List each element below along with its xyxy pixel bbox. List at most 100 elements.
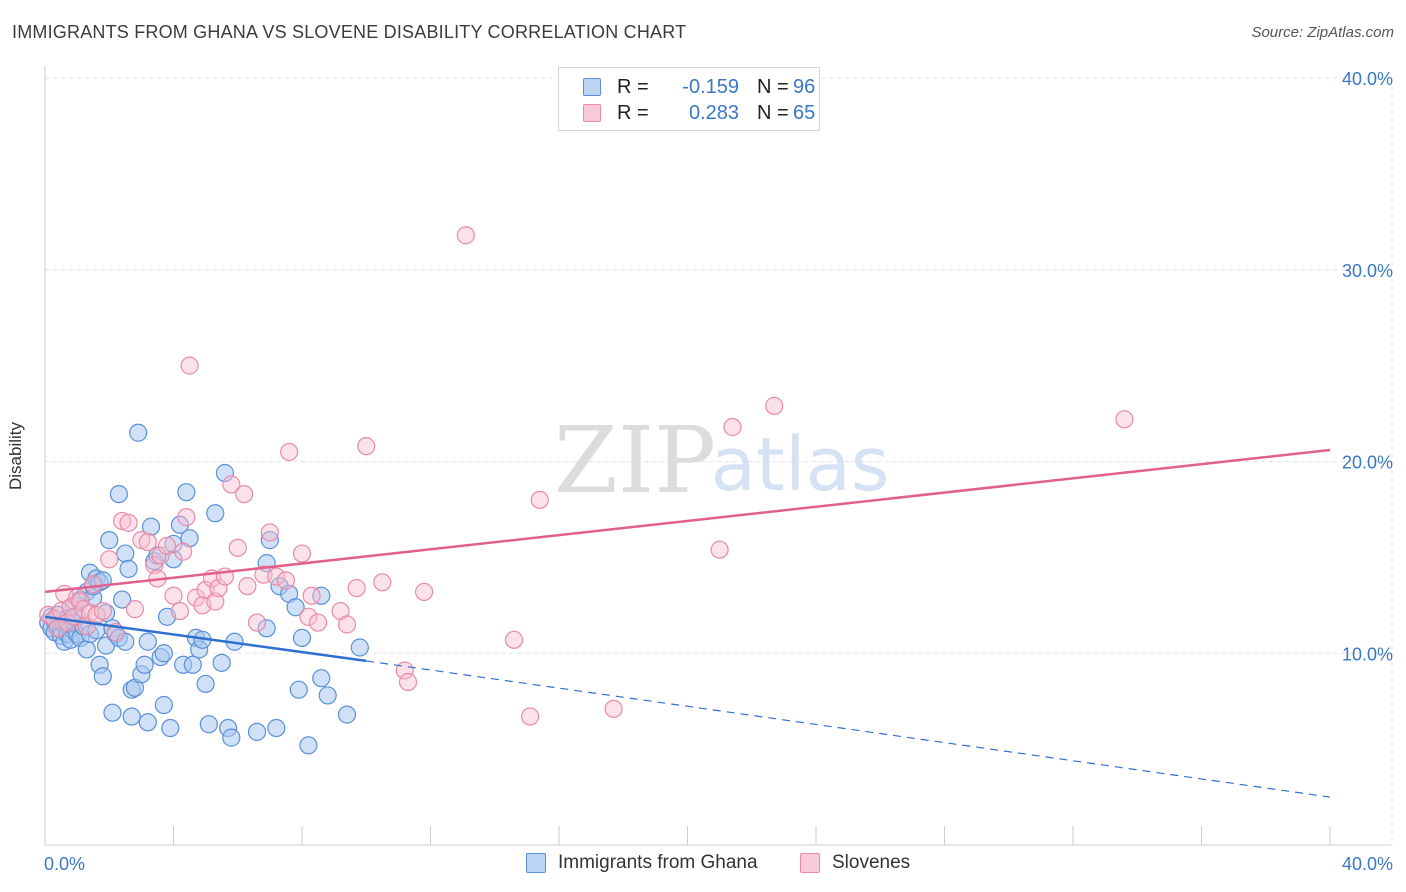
slovene-point [280, 442, 299, 462]
series-ghana-points [39, 423, 369, 755]
ghana-point [318, 686, 337, 705]
slovene-point [157, 536, 177, 555]
ghana-point [116, 544, 135, 563]
slovene-point [765, 396, 784, 415]
ghana-point [135, 655, 154, 674]
slovene-point [357, 437, 376, 456]
source-label: Source: ZipAtlas.com [1251, 24, 1394, 41]
ghana-point [247, 722, 267, 741]
slovene-point [276, 571, 296, 590]
slovene-point [398, 672, 418, 692]
slovene-point [604, 699, 623, 718]
trend-lines [44, 448, 1331, 798]
ghana-point [112, 590, 132, 609]
slovene-point [267, 567, 286, 586]
slovene-point [292, 544, 312, 563]
tick-labels: 10.0% 20.0% 30.0% 40.0% 0.0% 40.0% [44, 69, 1393, 874]
ghana-point [129, 423, 148, 442]
slovene-point [235, 484, 254, 504]
slovene-point [504, 630, 524, 649]
y-tick-label: 20.0% [1342, 453, 1393, 473]
ghana-point [161, 718, 180, 738]
slovene-point [228, 538, 247, 557]
slovene-point [112, 511, 132, 531]
slovene-point [93, 601, 112, 621]
slovene-point [125, 600, 145, 619]
bottom-legend-swatch-slovene [800, 853, 820, 873]
slovene-point [337, 615, 357, 634]
ghana-point [141, 517, 161, 536]
legend-n-label: N = [757, 76, 789, 98]
ghana-point [267, 718, 286, 738]
ghana-point [77, 640, 96, 659]
slovene-point [100, 550, 119, 569]
ghana-point [312, 586, 331, 605]
legend-r-value: -0.159 [682, 76, 739, 98]
legend-r-value: 0.283 [688, 102, 739, 124]
ghana-point [350, 638, 369, 657]
ghana-point [93, 667, 112, 686]
ghana-point [138, 713, 157, 732]
y-tick-label: 10.0% [1342, 644, 1393, 664]
slovene-point [723, 417, 742, 437]
ghana-point [337, 705, 357, 724]
ghana-point [286, 598, 305, 617]
watermark-zip: ZIP [554, 407, 716, 514]
axis-layer [44, 66, 1392, 846]
y-tick-label: 40.0% [1342, 69, 1393, 89]
ghana-point [257, 619, 276, 638]
ghana-point [212, 653, 231, 672]
slovene-point [206, 592, 225, 611]
slovene-point [710, 540, 729, 559]
ghana-point [138, 632, 157, 651]
slovene-point [373, 573, 392, 592]
legend-n-value: 96 [793, 76, 816, 98]
ghana-point [289, 680, 308, 699]
ghana-point [116, 632, 135, 651]
watermark: ZIP atlas [554, 407, 890, 514]
slovene-point [308, 613, 328, 632]
ghana-point [312, 669, 331, 688]
ghana-point [292, 628, 312, 648]
ghana-point [154, 644, 173, 663]
ghana-point [183, 655, 202, 674]
bottom-legend-swatch-ghana [526, 853, 546, 873]
chart-title: IMMIGRANTS FROM GHANA VS SLOVENE DISABIL… [12, 22, 687, 42]
slovene-point [209, 578, 228, 598]
legend-n-value: 65 [793, 102, 816, 124]
slovene-point [520, 707, 540, 726]
slovene-point [299, 607, 318, 626]
ghana-point [122, 707, 141, 726]
slovene-point [222, 475, 241, 494]
ghana-point [222, 728, 241, 747]
correlation-legend: R = -0.159 N = 96 R = 0.283 N = 65 [558, 67, 820, 131]
bottom-legend-label: Slovenes [832, 852, 911, 873]
bottom-legend-label: Immigrants from Ghana [558, 852, 758, 873]
ghana-point [177, 483, 196, 502]
y-axis-label: Disability [6, 421, 25, 491]
ghana-point [119, 559, 138, 578]
y-tick-label: 30.0% [1342, 261, 1393, 281]
slovene-point [170, 601, 190, 621]
slovene-point [174, 542, 193, 561]
watermark-atlas: atlas [711, 422, 890, 508]
slovene-point [456, 226, 475, 245]
slovene-point [119, 513, 138, 532]
legend-swatch-slovene [583, 104, 601, 122]
ghana-point [215, 463, 234, 483]
ghana-trend-solid [44, 615, 367, 663]
ghana-point [260, 531, 279, 550]
slovene-point [247, 613, 267, 632]
slovene-point [84, 575, 103, 594]
slovene-point [132, 531, 151, 550]
slovene-point [1115, 410, 1134, 429]
slovene-point [138, 532, 157, 552]
legend-r-label: R = [617, 102, 649, 124]
slovene-trend [44, 448, 1331, 594]
ghana-point [299, 736, 318, 755]
ghana-point [109, 484, 128, 504]
slovene-point [151, 546, 170, 565]
slovene-point [414, 582, 434, 601]
slovene-point [177, 508, 196, 527]
